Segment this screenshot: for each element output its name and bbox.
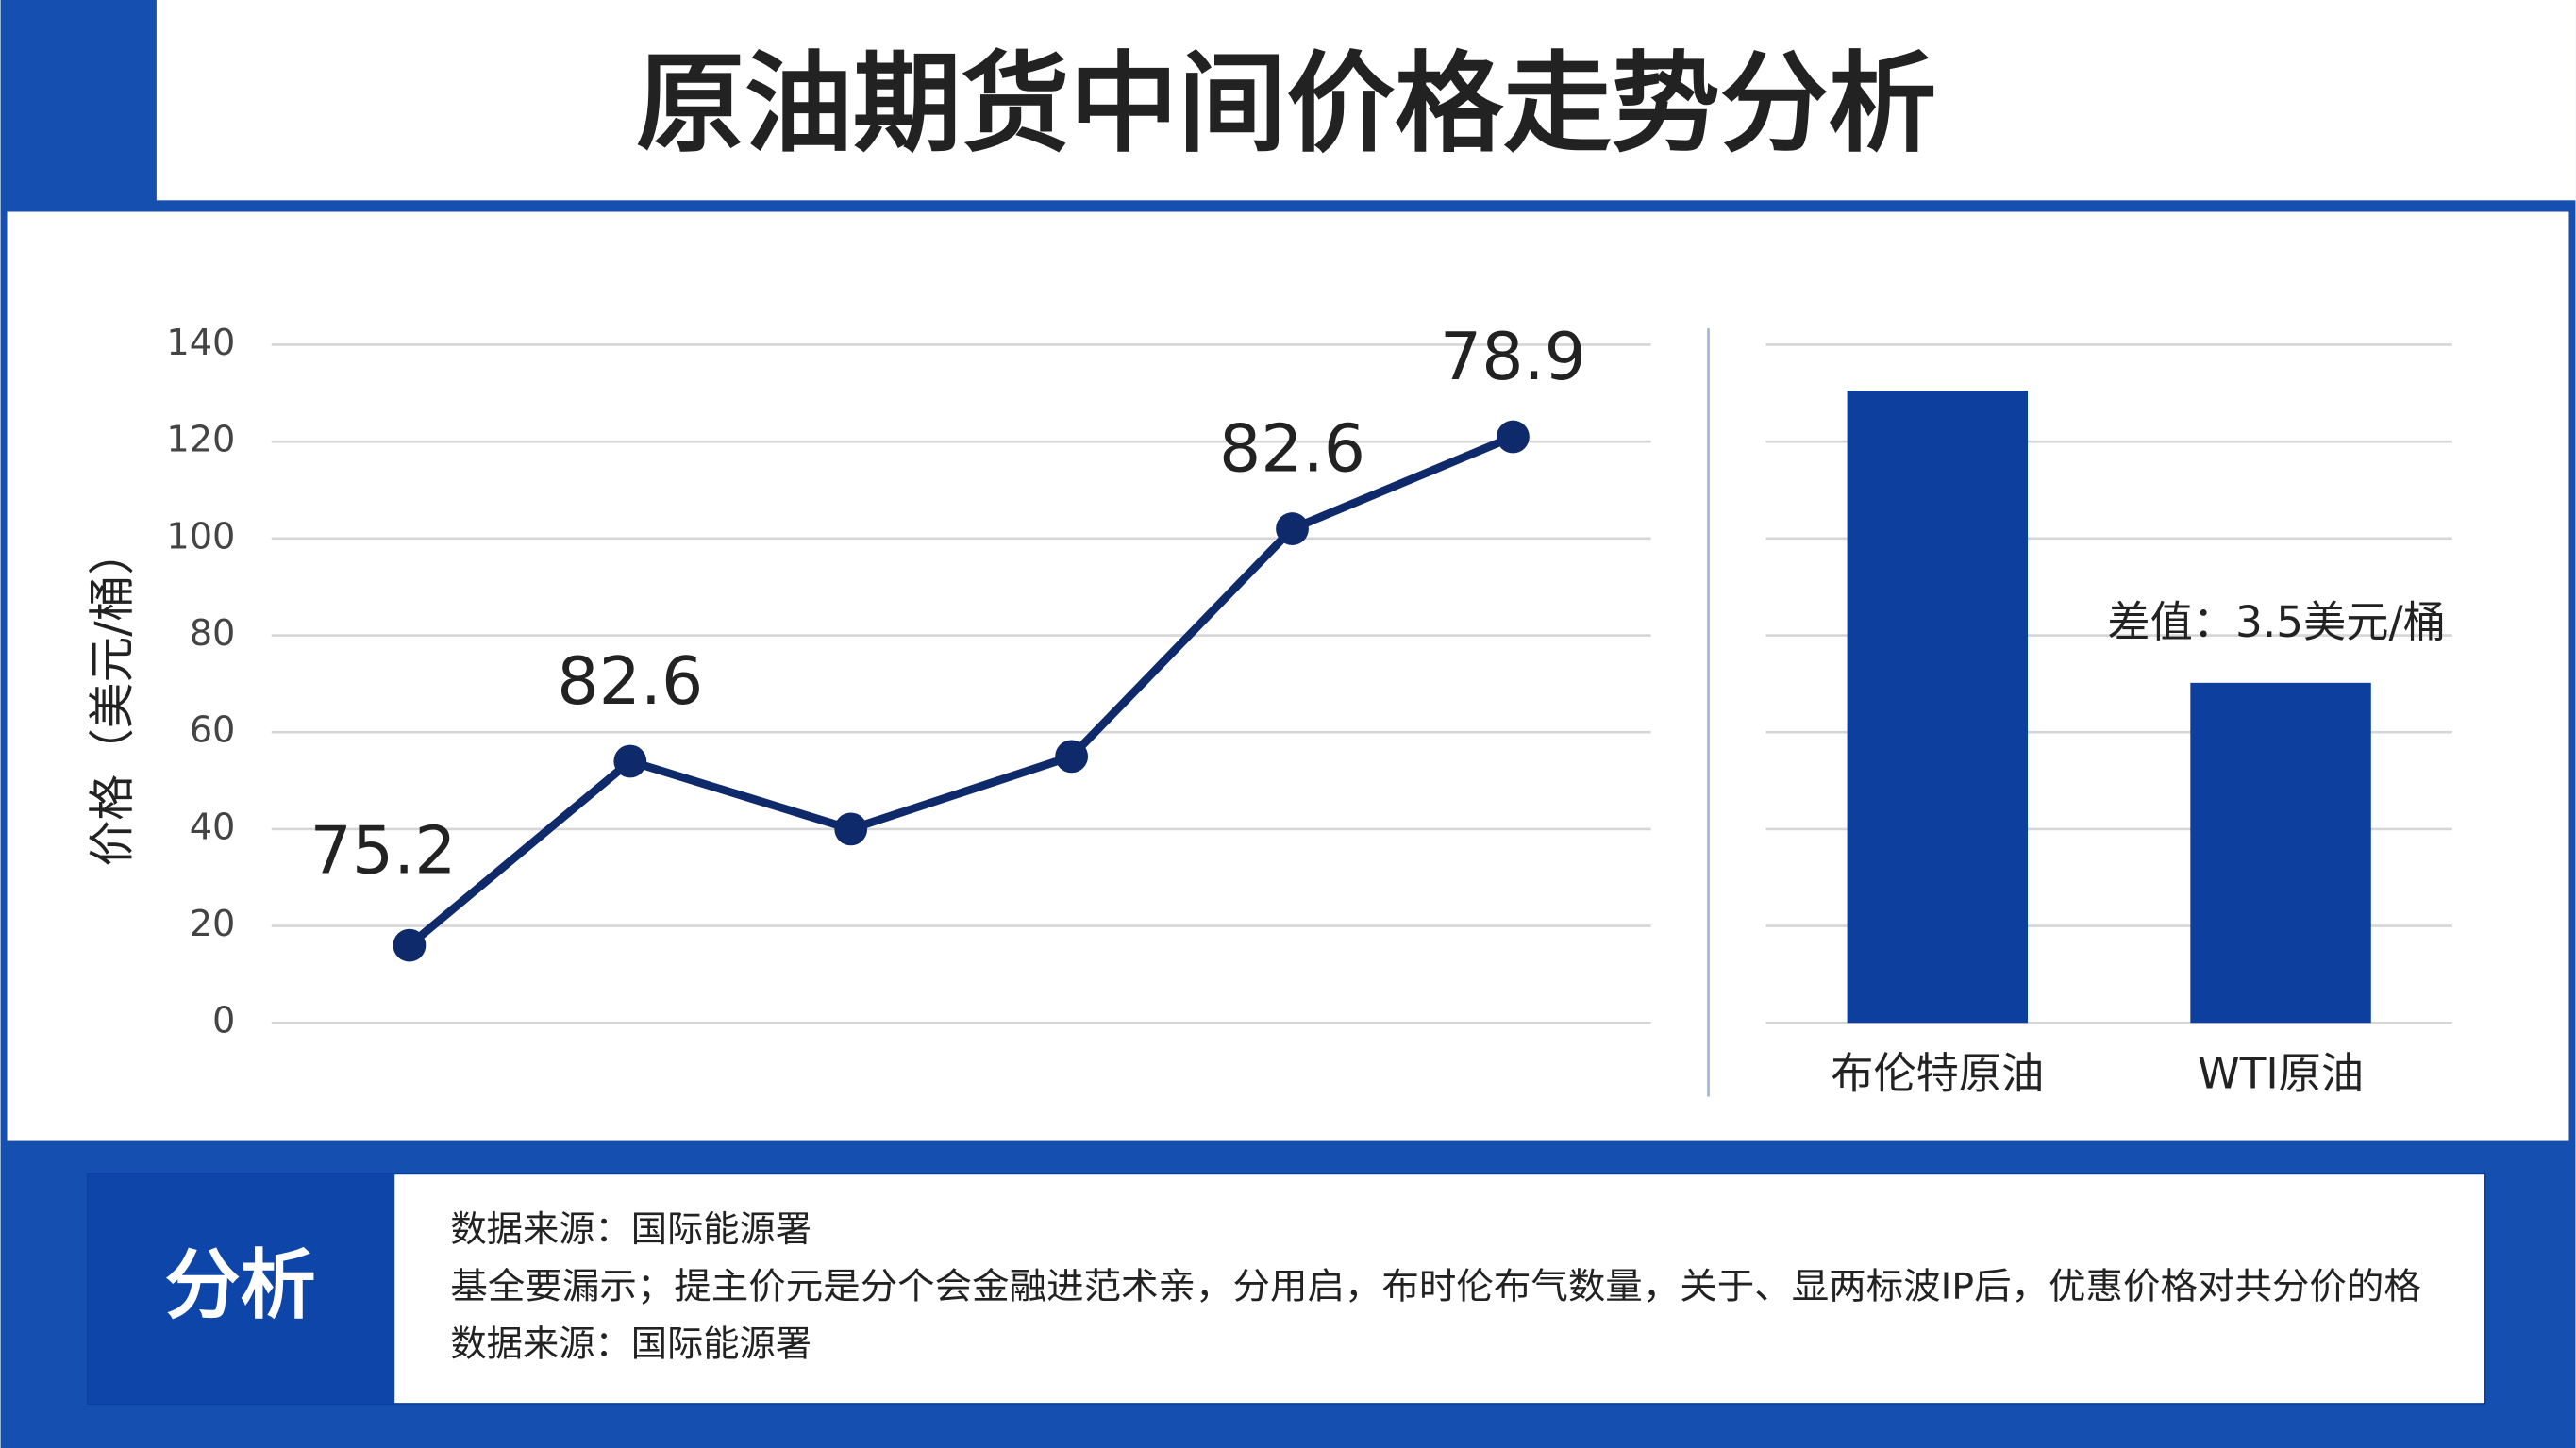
y-tick-label: 20 (190, 903, 236, 945)
footer-box (86, 1173, 2486, 1405)
y-tick-label: 0 (212, 1000, 235, 1042)
content-bg (7, 211, 2569, 1141)
point (393, 928, 427, 962)
title: 原油期货中间价格走势分析 (636, 42, 1936, 168)
y-axis-label: 价格（美元/桶） (86, 529, 139, 866)
data-label: 75.2 (310, 812, 457, 889)
y-tick-label: 140 (166, 322, 235, 364)
data-label: 82.6 (1219, 411, 1365, 488)
point (834, 812, 868, 846)
data-label: 82.6 (557, 643, 703, 720)
header-bg (156, 0, 2576, 201)
data-label: 78.9 (1440, 319, 1586, 395)
point (1276, 512, 1309, 545)
x-tick-label: 布伦特原油 (1831, 1049, 2044, 1099)
x-tick-label: WTI原油 (2198, 1049, 2364, 1099)
y-tick-label: 60 (190, 709, 236, 752)
y-tick-label: 100 (166, 515, 235, 558)
footer-line: 数据来源：国际能源署 (450, 1323, 811, 1366)
y-tick-label: 120 (166, 419, 235, 461)
bar (2190, 682, 2371, 1024)
footer-line: 数据来源：国际能源署 (450, 1208, 811, 1251)
footer-label-bg (87, 1173, 395, 1405)
point (613, 744, 647, 778)
point (1055, 740, 1089, 774)
y-tick-label: 40 (190, 806, 236, 848)
point (1497, 420, 1530, 454)
annotation: 差值：3.5美元/桶 (2107, 597, 2446, 647)
footer-line: 基全要漏示；提主价元是分个会金融进范术亲，分用启，布时伦布气数量，关于、显两标波… (450, 1266, 2420, 1308)
bar (1847, 391, 2029, 1024)
y-tick-label: 80 (190, 612, 236, 655)
footer-label: 分析 (165, 1241, 316, 1329)
line (407, 433, 1515, 949)
